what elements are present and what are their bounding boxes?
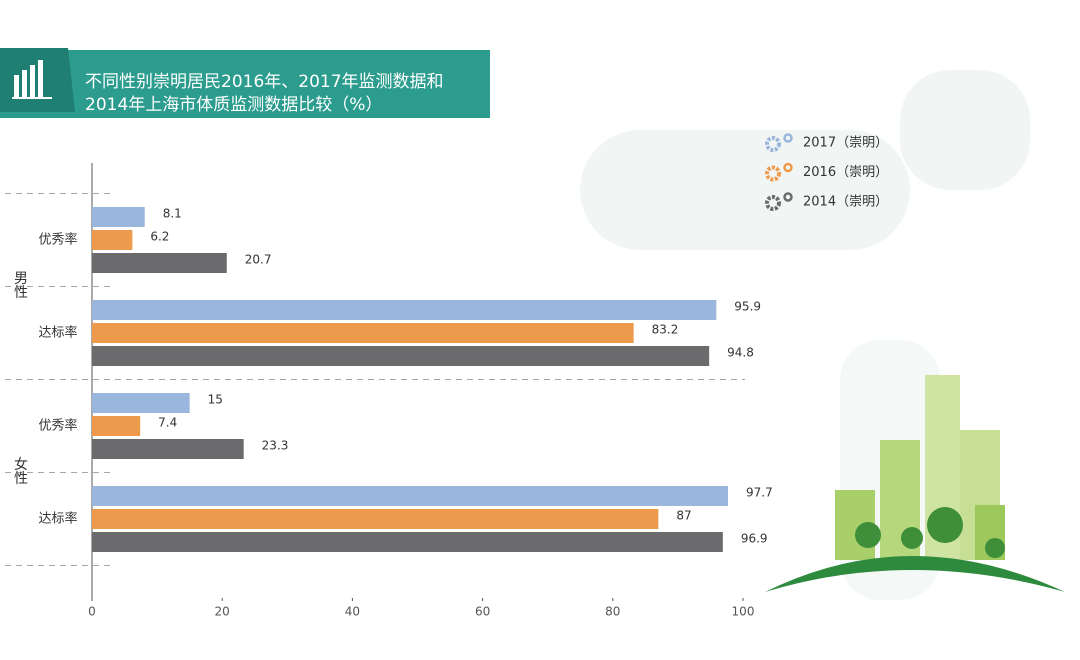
- legend-label: 2017（崇明）: [803, 136, 888, 151]
- value-label: 20.7: [245, 253, 272, 267]
- bar: [92, 253, 227, 273]
- x-tick-label: 80: [605, 605, 620, 619]
- bar: [92, 393, 190, 413]
- category-label: 达标率: [38, 511, 77, 527]
- category-label: 优秀率: [38, 232, 77, 248]
- value-label: 15: [208, 393, 223, 407]
- legend-icon: [783, 133, 793, 143]
- value-label: 23.3: [262, 439, 289, 453]
- title-banner: [0, 50, 490, 118]
- x-tick-label: 40: [345, 605, 360, 619]
- category-label: 达标率: [38, 325, 77, 341]
- value-label: 7.4: [158, 416, 177, 430]
- bar: [92, 346, 710, 366]
- bar: [92, 439, 244, 459]
- legend-label: 2016（崇明）: [803, 165, 888, 180]
- group-label: 男性: [12, 271, 28, 299]
- legend-icon: [765, 165, 781, 182]
- bar: [92, 323, 634, 343]
- bar: [92, 532, 723, 552]
- group-label: 女性: [12, 456, 28, 485]
- bar: [92, 300, 717, 320]
- x-tick-label: 0: [88, 605, 96, 619]
- legend-icon: [765, 195, 781, 211]
- bar: [92, 486, 729, 506]
- value-label: 95.9: [734, 300, 761, 314]
- value-label: 97.7: [746, 486, 773, 500]
- value-label: 6.2: [150, 230, 169, 244]
- value-label: 83.2: [652, 323, 679, 337]
- value-label: 87: [676, 509, 691, 523]
- chart-title: 2014年上海市体质监测数据比较（%）: [85, 95, 382, 115]
- legend-label: 2014（崇明）: [803, 195, 888, 210]
- legend-icon: [783, 192, 793, 202]
- title-icon-box: [0, 48, 75, 112]
- x-tick-label: 60: [475, 605, 490, 619]
- value-label: 8.1: [163, 207, 182, 221]
- legend-icon: [765, 136, 781, 152]
- bar: [92, 230, 133, 250]
- city-illustration: [765, 375, 1065, 592]
- category-label: 优秀率: [38, 418, 77, 434]
- legend-icon: [783, 162, 793, 173]
- x-tick-label: 100: [732, 605, 755, 619]
- value-label: 96.9: [741, 532, 768, 546]
- bar: [92, 416, 141, 436]
- value-label: 94.8: [727, 346, 754, 360]
- bar: [92, 207, 145, 227]
- bar: [92, 509, 659, 529]
- title-icon: [12, 60, 52, 99]
- x-tick-label: 20: [215, 605, 230, 619]
- chart-title: 不同性别崇明居民2016年、2017年监测数据和: [85, 72, 444, 92]
